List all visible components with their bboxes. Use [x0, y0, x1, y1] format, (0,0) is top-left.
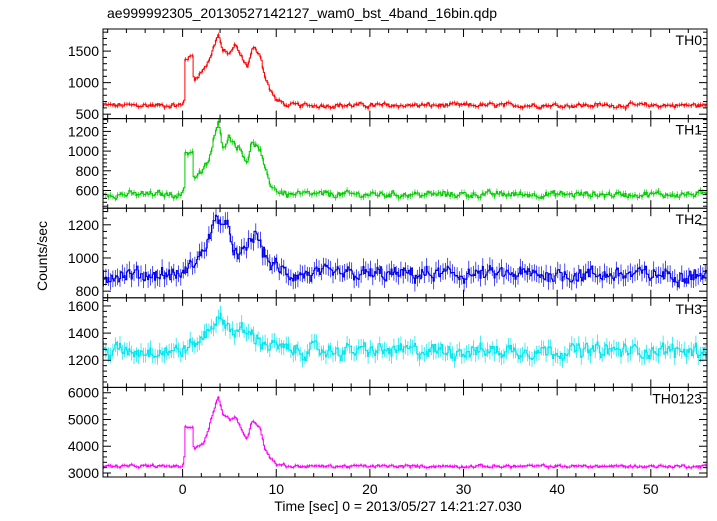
y-tick-label: 1200 — [68, 217, 99, 233]
y-tick-label: 4000 — [68, 438, 99, 454]
y-tick-label: 1000 — [68, 250, 99, 266]
chart-title: ae999992305_20130527142127_wam0_bst_4ban… — [107, 5, 497, 21]
series-th0123 — [103, 395, 707, 470]
x-tick-label: 20 — [362, 481, 378, 497]
y-tick-label: 1200 — [68, 123, 99, 139]
series-th2 — [103, 208, 707, 292]
panels-group: TH050010001500TH160080010001200TH2800100… — [68, 28, 708, 497]
x-tick-label: 0 — [179, 481, 187, 497]
y-tick-label: 800 — [76, 163, 100, 179]
light-curve-line — [103, 121, 707, 200]
y-tick-label: 3000 — [68, 465, 99, 481]
y-tick-label: 1000 — [68, 143, 99, 159]
y-tick-label: 6000 — [68, 385, 99, 401]
y-tick-label: 500 — [76, 106, 100, 122]
panel-frame-th0123 — [102, 386, 708, 478]
light-curve-line — [103, 396, 707, 469]
y-tick-label: 800 — [76, 283, 100, 299]
y-tick-label: 1000 — [68, 75, 99, 91]
light-curve-line — [103, 34, 707, 110]
y-tick-label: 1400 — [68, 325, 99, 341]
x-tick-label: 30 — [456, 481, 472, 497]
y-tick-label: 5000 — [68, 411, 99, 427]
x-tick-label: 50 — [643, 481, 659, 497]
series-label-th0123: TH0123 — [652, 390, 702, 406]
series-label-th0: TH0 — [676, 32, 703, 48]
y-tick-label: 600 — [76, 182, 100, 198]
y-tick-label: 1600 — [68, 298, 99, 314]
panel-frame-th2 — [102, 207, 708, 299]
x-tick-label: 40 — [549, 481, 565, 497]
series-label-th2: TH2 — [676, 211, 703, 227]
series-label-th3: TH3 — [676, 301, 703, 317]
y-tick-label: 1200 — [68, 352, 99, 368]
y-axis-label: Counts/sec — [34, 221, 50, 291]
y-tick-label: 1500 — [68, 43, 99, 59]
series-th0 — [103, 32, 707, 112]
light-curve-line — [103, 214, 707, 288]
series-th3 — [103, 305, 707, 368]
x-tick-label: 10 — [268, 481, 284, 497]
series-th1 — [103, 118, 707, 202]
x-axis-label: Time [sec] 0 = 2013/05/27 14:21:27.030 — [274, 498, 522, 514]
light-curve-line — [103, 312, 707, 362]
series-label-th1: TH1 — [676, 122, 703, 138]
